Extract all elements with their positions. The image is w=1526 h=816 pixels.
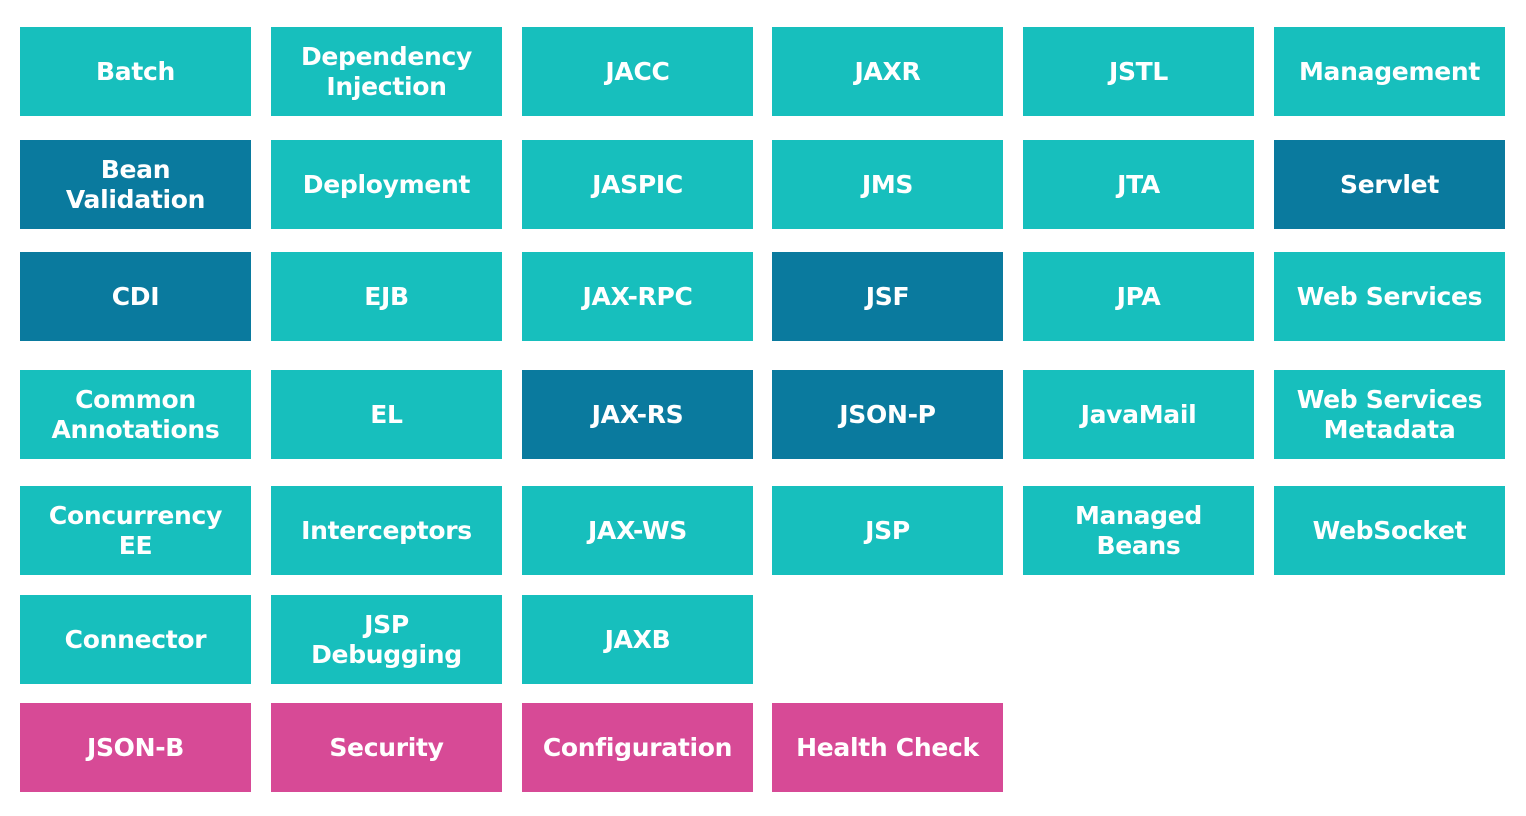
tile-jpa: JPA (1023, 252, 1254, 341)
tile-label: Health Check (796, 732, 979, 762)
tile-label: JAX-RS (591, 399, 684, 429)
tile-label: CDI (111, 281, 160, 311)
tile-jsf: JSF (772, 252, 1003, 341)
tile-jsp: JSP (772, 486, 1003, 575)
tile-label: Batch (96, 56, 175, 86)
tile-label: EL (370, 399, 403, 429)
tile-label: Web Services (1296, 281, 1483, 311)
tile-json-b: JSON-B (20, 703, 251, 792)
tile-connector: Connector (20, 595, 251, 684)
tile-label: Servlet (1340, 169, 1439, 199)
tile-label: JSON-B (86, 732, 185, 762)
tile-javamail: JavaMail (1023, 370, 1254, 459)
tile-web-services-metadata: Web Services Metadata (1274, 370, 1505, 459)
tile-label: JPA (1116, 281, 1161, 311)
tile-label: WebSocket (1312, 515, 1467, 545)
tile-dependency-injection: Dependency Injection (271, 27, 502, 116)
tile-management: Management (1274, 27, 1505, 116)
tile-label: Concurrency EE (48, 500, 223, 560)
tile-jaspic: JASPIC (522, 140, 753, 229)
tile-label: Connector (64, 624, 207, 654)
tile-label: Management (1298, 56, 1481, 86)
tile-label: Security (329, 732, 444, 762)
tile-jaxb: JAXB (522, 595, 753, 684)
tile-jaxr: JAXR (772, 27, 1003, 116)
tile-label: Managed Beans (1074, 500, 1203, 560)
tile-label: Web Services Metadata (1296, 384, 1483, 444)
tile-label: JASPIC (592, 169, 683, 199)
tile-label: JAX-RPC (582, 281, 693, 311)
tile-label: JSP Debugging (311, 609, 462, 669)
tile-configuration: Configuration (522, 703, 753, 792)
tile-websocket: WebSocket (1274, 486, 1505, 575)
tile-json-p: JSON-P (772, 370, 1003, 459)
tile-label: JSP (865, 515, 910, 545)
tile-health-check: Health Check (772, 703, 1003, 792)
tile-label: JAX-WS (588, 515, 687, 545)
tile-label: JSON-P (839, 399, 936, 429)
tile-label: EJB (364, 281, 409, 311)
tile-jacc: JACC (522, 27, 753, 116)
tile-jms: JMS (772, 140, 1003, 229)
tile-label: Deployment (302, 169, 471, 199)
tile-jax-rpc: JAX-RPC (522, 252, 753, 341)
tile-bean-validation: Bean Validation (20, 140, 251, 229)
tile-jta: JTA (1023, 140, 1254, 229)
tile-deployment: Deployment (271, 140, 502, 229)
tile-label: JSTL (1108, 56, 1169, 86)
tile-label: Bean Validation (65, 154, 206, 214)
tile-cdi: CDI (20, 252, 251, 341)
tile-interceptors: Interceptors (271, 486, 502, 575)
tile-ejb: EJB (271, 252, 502, 341)
tile-servlet: Servlet (1274, 140, 1505, 229)
tile-label: JSF (865, 281, 910, 311)
tile-label: JAXB (604, 624, 671, 654)
tile-el: EL (271, 370, 502, 459)
tile-label: Dependency Injection (300, 41, 473, 101)
tile-label: JAXR (854, 56, 921, 86)
tile-label: Common Annotations (51, 384, 220, 444)
tile-jax-ws: JAX-WS (522, 486, 753, 575)
tile-label: Interceptors (301, 515, 472, 545)
tile-web-services: Web Services (1274, 252, 1505, 341)
tile-concurrency-ee: Concurrency EE (20, 486, 251, 575)
tile-label: Configuration (542, 732, 733, 762)
tile-label: JACC (605, 56, 670, 86)
tile-label: JTA (1117, 169, 1160, 199)
tile-label: JMS (861, 169, 914, 199)
tile-common-annotations: Common Annotations (20, 370, 251, 459)
tile-batch: Batch (20, 27, 251, 116)
tile-label: JavaMail (1080, 399, 1197, 429)
tile-security: Security (271, 703, 502, 792)
tile-jax-rs: JAX-RS (522, 370, 753, 459)
tile-managed-beans: Managed Beans (1023, 486, 1254, 575)
tile-jsp-debugging: JSP Debugging (271, 595, 502, 684)
tile-jstl: JSTL (1023, 27, 1254, 116)
